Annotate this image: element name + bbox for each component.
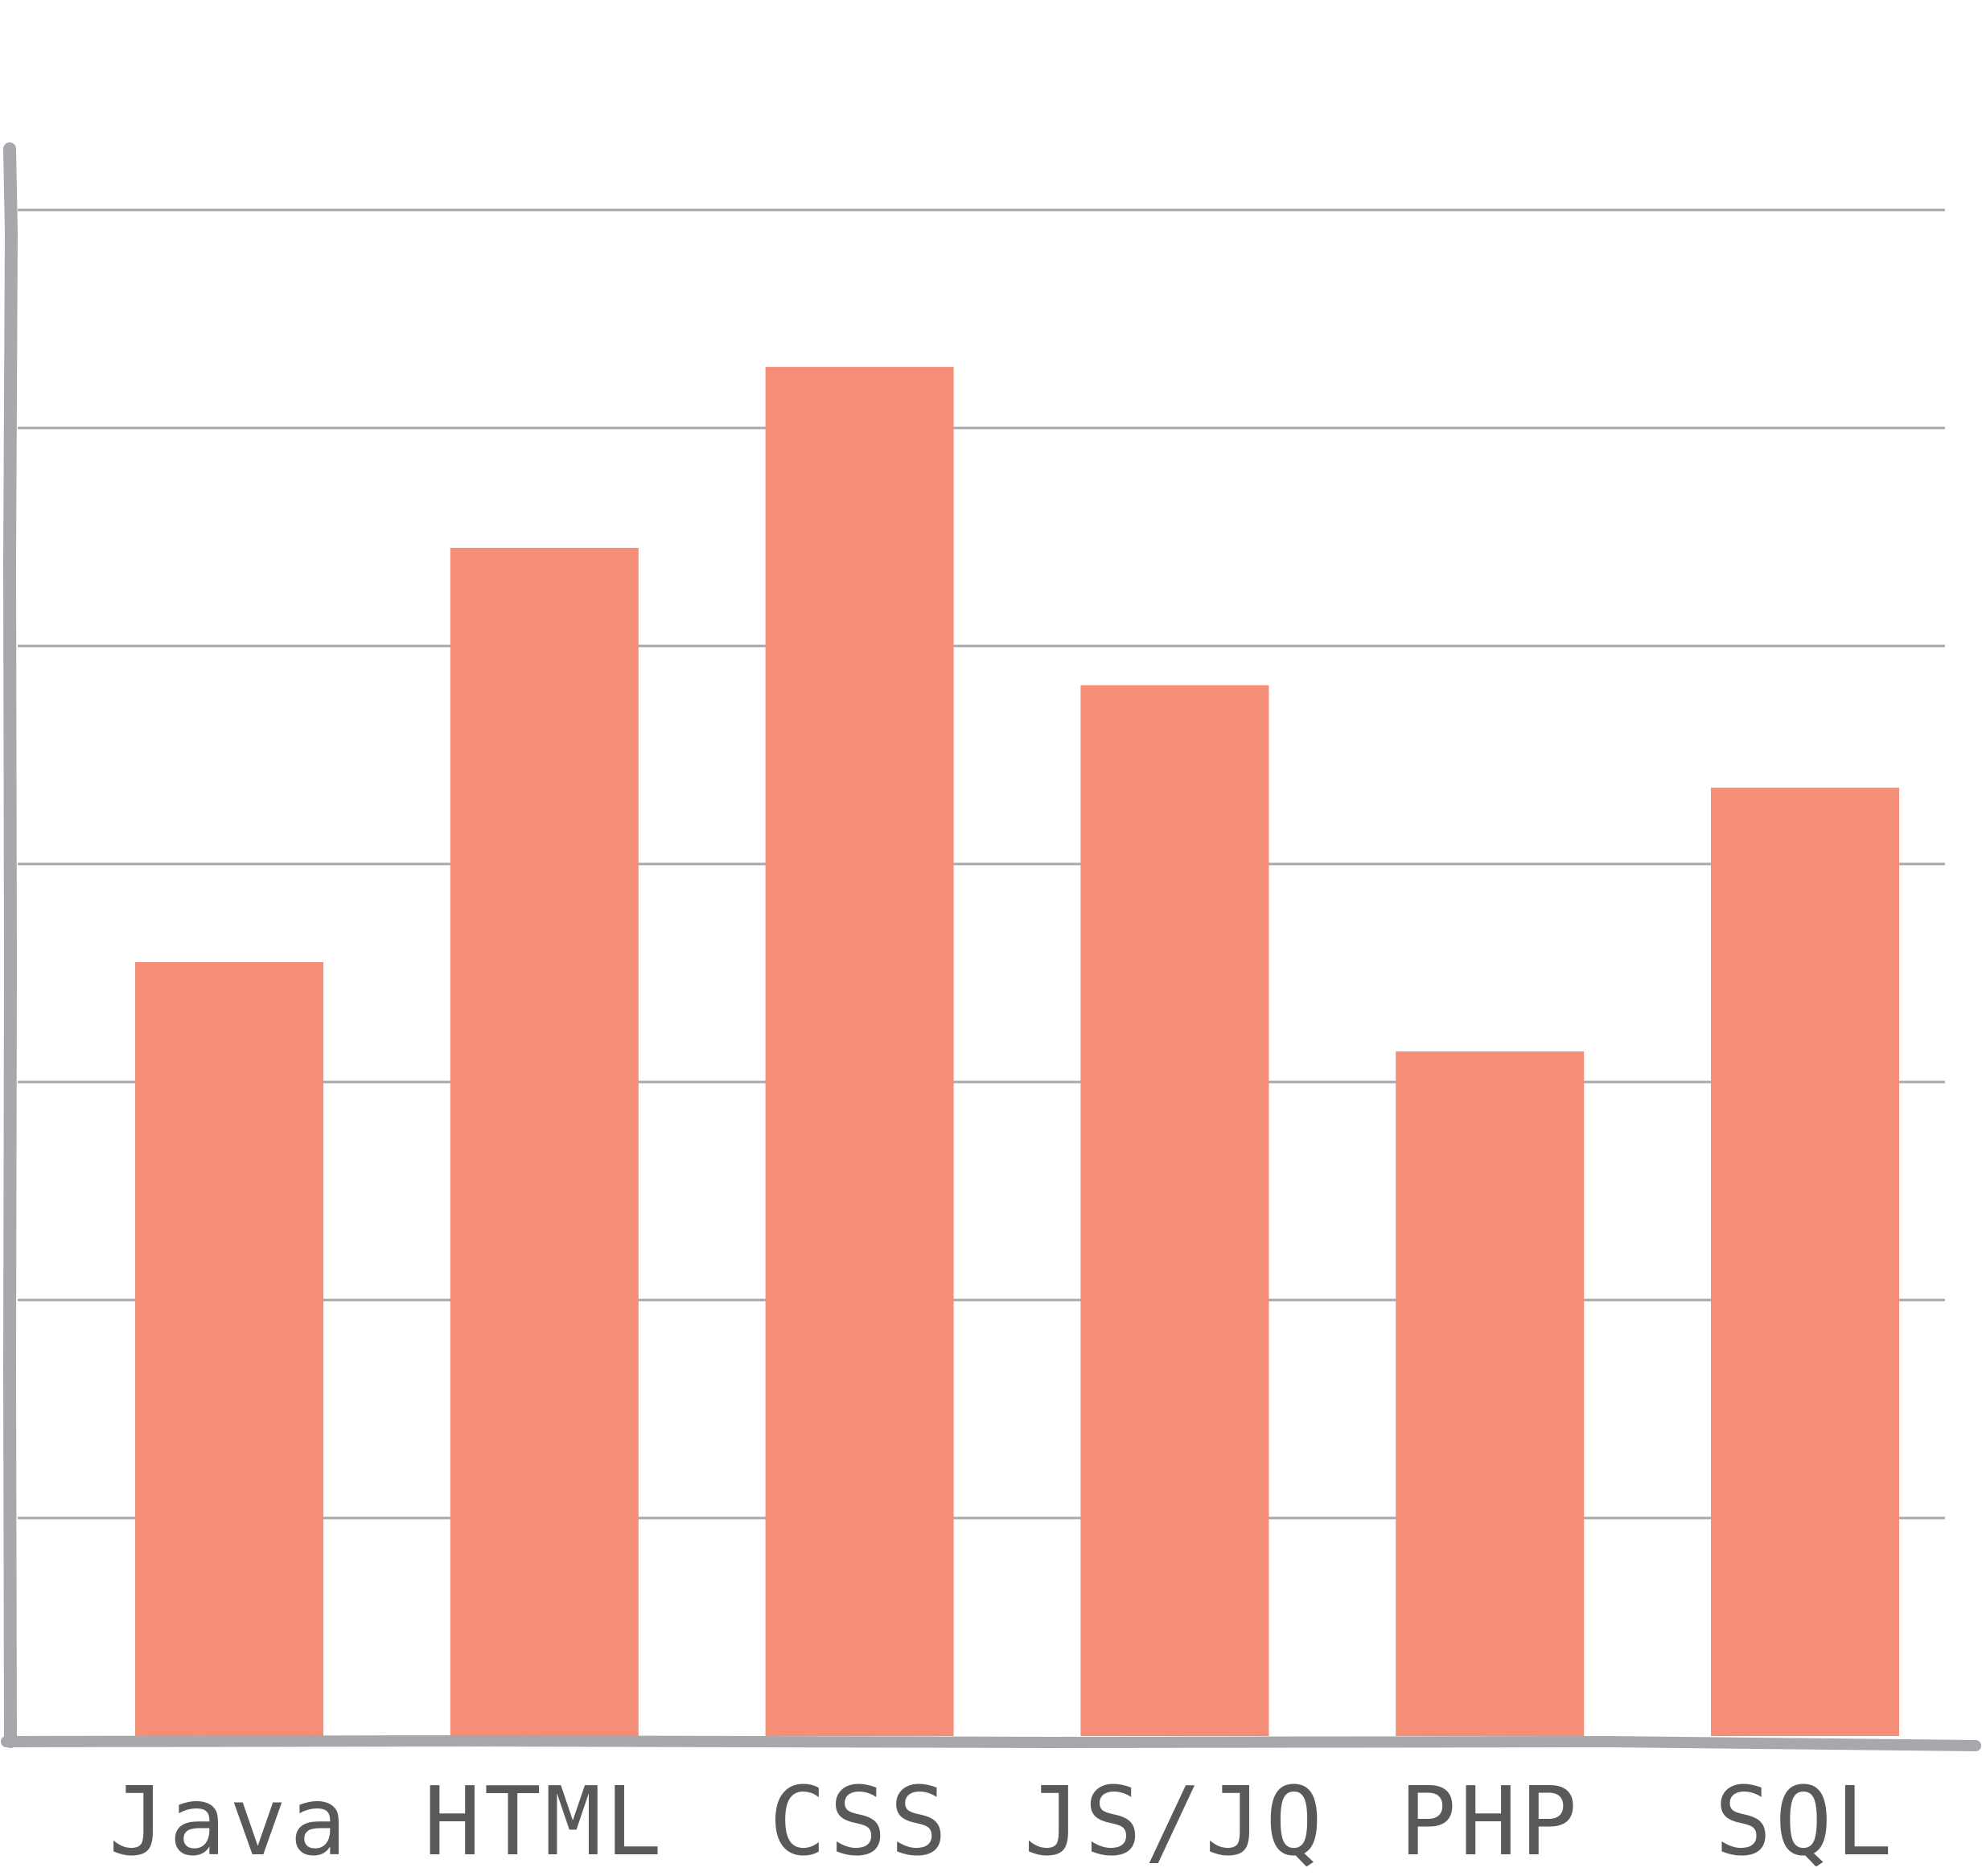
x-tick-labels: Java HTML CSS JS/JQ PHP SQL [109,1766,1895,1876]
axes [1,142,1981,1751]
bar-js-jq [1080,685,1269,1736]
x-tick-label-js-jq: JS/JQ [1024,1766,1326,1876]
x-tick-label-php: PHP [1400,1766,1581,1876]
gridlines [18,208,1945,1520]
x-tick-label-sql: SQL [1714,1766,1895,1876]
x-tick-label-java: Java [109,1766,350,1876]
bar-css [765,367,954,1737]
x-tick-label-html: HTML [424,1766,665,1876]
bars [135,367,1899,1737]
x-axis-line [1,1735,1981,1751]
bar-php [1396,1051,1585,1736]
y-axis-line [3,142,18,1748]
x-tick-label-css: CSS [769,1766,950,1876]
bar-html [450,548,639,1736]
bar-sql [1711,788,1899,1737]
bar-java [135,962,323,1736]
